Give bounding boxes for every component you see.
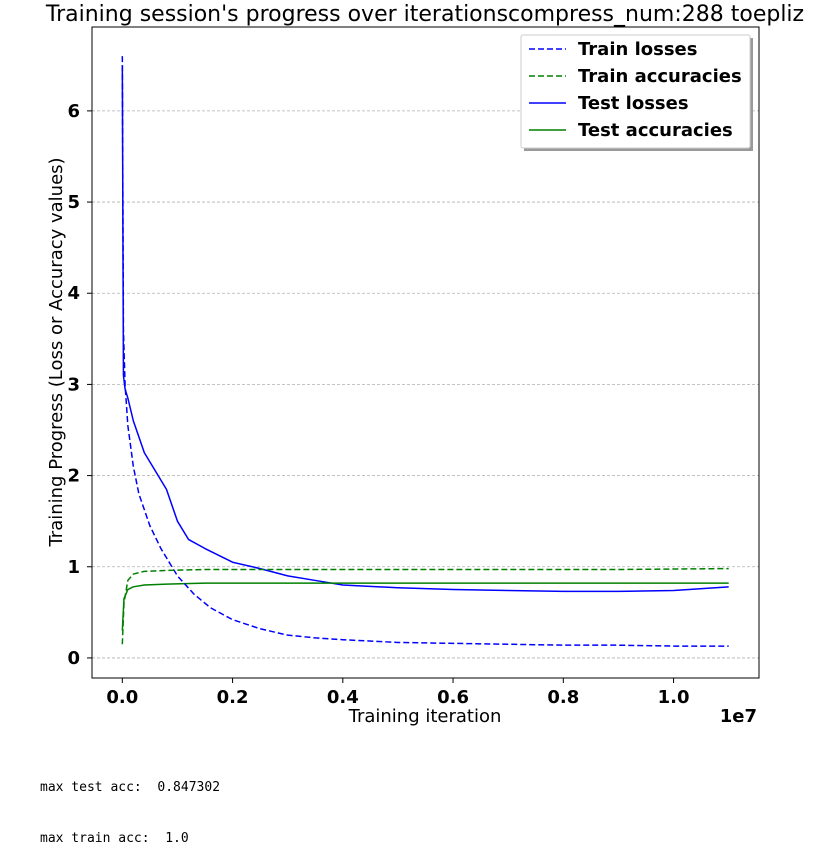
- y-tick-label: 3: [67, 374, 80, 395]
- max-test-acc-value: 0.847302: [157, 780, 221, 795]
- x-tick-label: 1.0: [658, 687, 690, 708]
- training-progress-chart: 0 1 2 3 4 5 6 0.0 0.2 0.4 0.6 0.8 1.0 Training sessi…: [44, 2, 805, 727]
- legend: Train losses Train accuracies Test losses T…: [520, 34, 753, 151]
- chart-title: Training session's progress over iterati…: [45, 2, 804, 27]
- legend-label: Train accuracies: [578, 66, 742, 87]
- max-train-acc-label: max train acc:: [40, 831, 150, 846]
- max-train-acc-value: 1.0: [165, 831, 189, 846]
- series-line-test-accuracies: [121, 582, 729, 631]
- series-line-test-losses: [121, 65, 729, 593]
- max-test-acc-label: max test acc:: [40, 780, 142, 795]
- x-tick-label: 0.6: [437, 687, 469, 708]
- x-tick-label: 0.4: [327, 687, 359, 708]
- plot-frame: [91, 26, 760, 679]
- legend-box: [520, 34, 751, 149]
- x-tick-label: 0.8: [547, 687, 579, 708]
- y-axis-label: Training Progress (Loss or Accuracy valu…: [46, 157, 67, 547]
- stats-panel: max test acc: 0.847302 max train acc: 1.…: [40, 745, 220, 864]
- y-tick-label: 6: [67, 101, 80, 122]
- x-axis-offset-label: 1e7: [720, 706, 757, 727]
- max-test-acc-line: max test acc: 0.847302: [40, 779, 220, 796]
- max-train-acc-line: max train acc: 1.0: [40, 830, 220, 847]
- legend-label: Train losses: [578, 39, 697, 60]
- y-tick-label: 2: [67, 466, 80, 487]
- legend-label: Test losses: [578, 93, 689, 114]
- y-tick-label: 5: [67, 192, 80, 213]
- y-tick-label: 4: [67, 283, 80, 304]
- x-tick-label: 0.0: [106, 687, 138, 708]
- legend-label: Test accuracies: [578, 120, 733, 141]
- y-tick-label: 0: [67, 648, 80, 669]
- y-tick-label: 1: [67, 557, 80, 578]
- series-line-train-losses: [121, 56, 729, 647]
- x-tick-label: 0.2: [217, 687, 249, 708]
- x-axis-label: Training iteration: [348, 706, 502, 727]
